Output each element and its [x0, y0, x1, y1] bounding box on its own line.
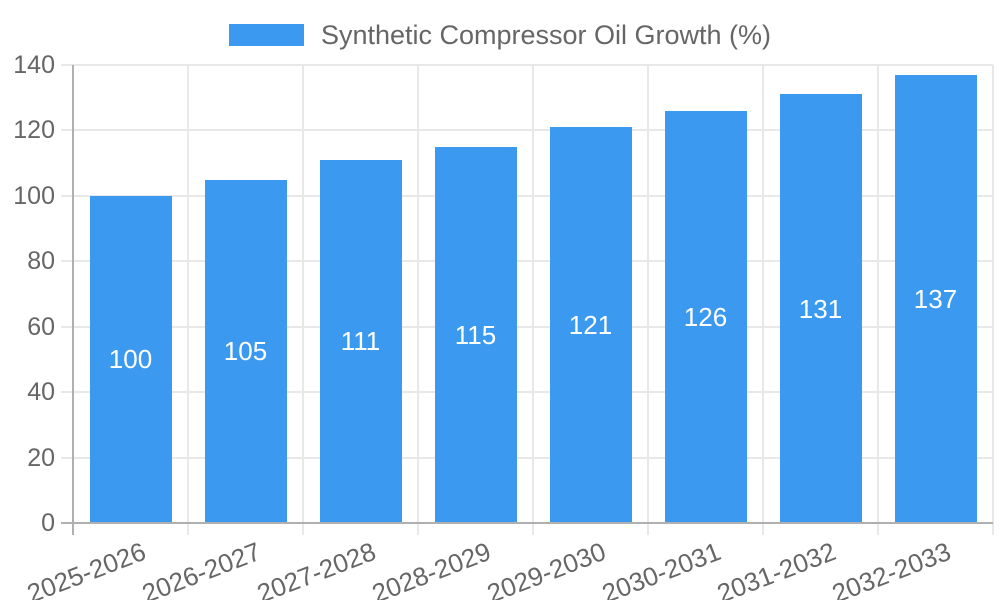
gridline-v [417, 65, 419, 535]
legend-label: Synthetic Compressor Oil Growth (%) [320, 19, 772, 50]
x-tick-label: 2029-2030 [483, 536, 610, 600]
gridline-h [61, 194, 993, 197]
y-axis-line [72, 65, 74, 535]
y-tick-label: 100 [13, 181, 55, 210]
x-tick-label: 2030-2031 [598, 536, 725, 600]
y-tick-label: 40 [27, 378, 55, 407]
gridline-h [61, 129, 993, 132]
y-tick-label: 60 [27, 312, 55, 341]
x-tick-label: 2025-2026 [23, 536, 150, 600]
bar-value-label: 137 [913, 283, 958, 314]
x-tick-label: 2031-2032 [713, 536, 840, 600]
gridline-h [61, 260, 993, 263]
x-tick-label: 2032-2033 [828, 536, 955, 600]
plot-area: 100 105 111 115 121 126 131 137 [61, 64, 994, 535]
y-tick-label: 140 [13, 51, 55, 79]
legend-swatch [228, 24, 304, 46]
x-tick-label: 2027-2028 [253, 536, 380, 600]
legend[interactable]: Synthetic Compressor Oil Growth (%) [0, 20, 1000, 50]
gridline-v [992, 65, 994, 535]
bar [779, 94, 862, 523]
bar [549, 127, 632, 523]
bar-value-label: 126 [683, 301, 728, 332]
gridline-v [647, 65, 649, 535]
bar-value-label: 105 [223, 336, 268, 367]
gridline-v [187, 65, 189, 535]
gridline-h [61, 391, 993, 394]
bar-value-label: 115 [454, 319, 497, 350]
bar-value-label: 100 [108, 344, 153, 375]
x-tick-label: 2028-2029 [368, 536, 495, 600]
bar [434, 146, 517, 523]
y-tick-label: 20 [27, 443, 55, 472]
bar [894, 74, 977, 523]
y-tick-label: 120 [13, 116, 55, 145]
bar [89, 195, 172, 523]
bar [319, 159, 402, 523]
gridline-v [302, 65, 304, 535]
gridline-h [61, 64, 993, 66]
bar [664, 110, 747, 523]
bar-value-label: 111 [340, 326, 381, 357]
y-tick-label: 80 [27, 247, 55, 276]
x-axis-line [61, 522, 993, 524]
y-tick-label: 0 [41, 509, 55, 537]
bar [204, 179, 287, 523]
x-tick-label: 2026-2027 [138, 536, 265, 600]
gridline-v [532, 65, 534, 535]
gridline-h [61, 456, 993, 459]
bar-value-label: 121 [568, 310, 613, 341]
gridline-v [877, 65, 879, 535]
gridline-v [762, 65, 764, 535]
bar-value-label: 131 [798, 293, 843, 324]
gridline-h [61, 325, 993, 328]
